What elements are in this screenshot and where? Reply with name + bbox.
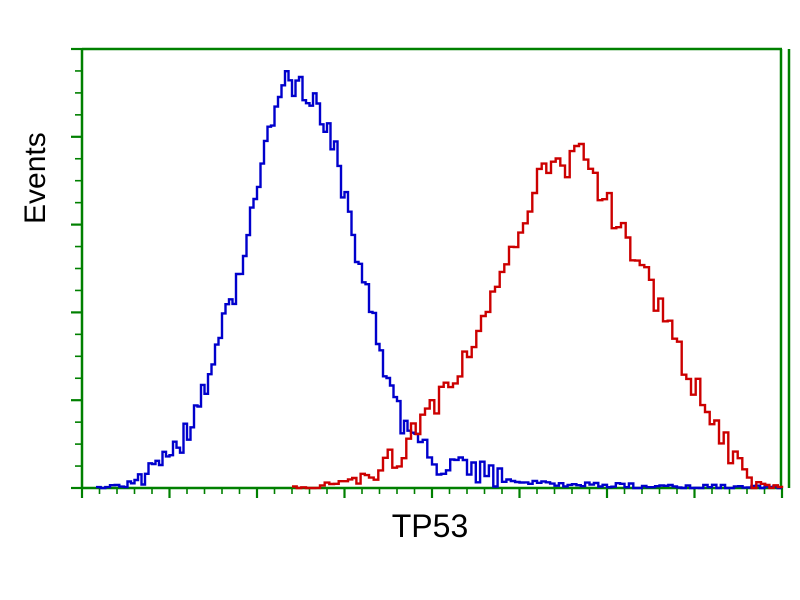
x-axis-ticks [80, 488, 784, 498]
series-layer [96, 70, 784, 490]
series-TP53 [292, 142, 784, 490]
y-axis-label: Events [19, 132, 52, 224]
series-control [96, 70, 782, 490]
x-axis-label: TP53 [391, 508, 469, 544]
plot-background [82, 48, 782, 488]
y-axis-ticks [71, 47, 82, 490]
